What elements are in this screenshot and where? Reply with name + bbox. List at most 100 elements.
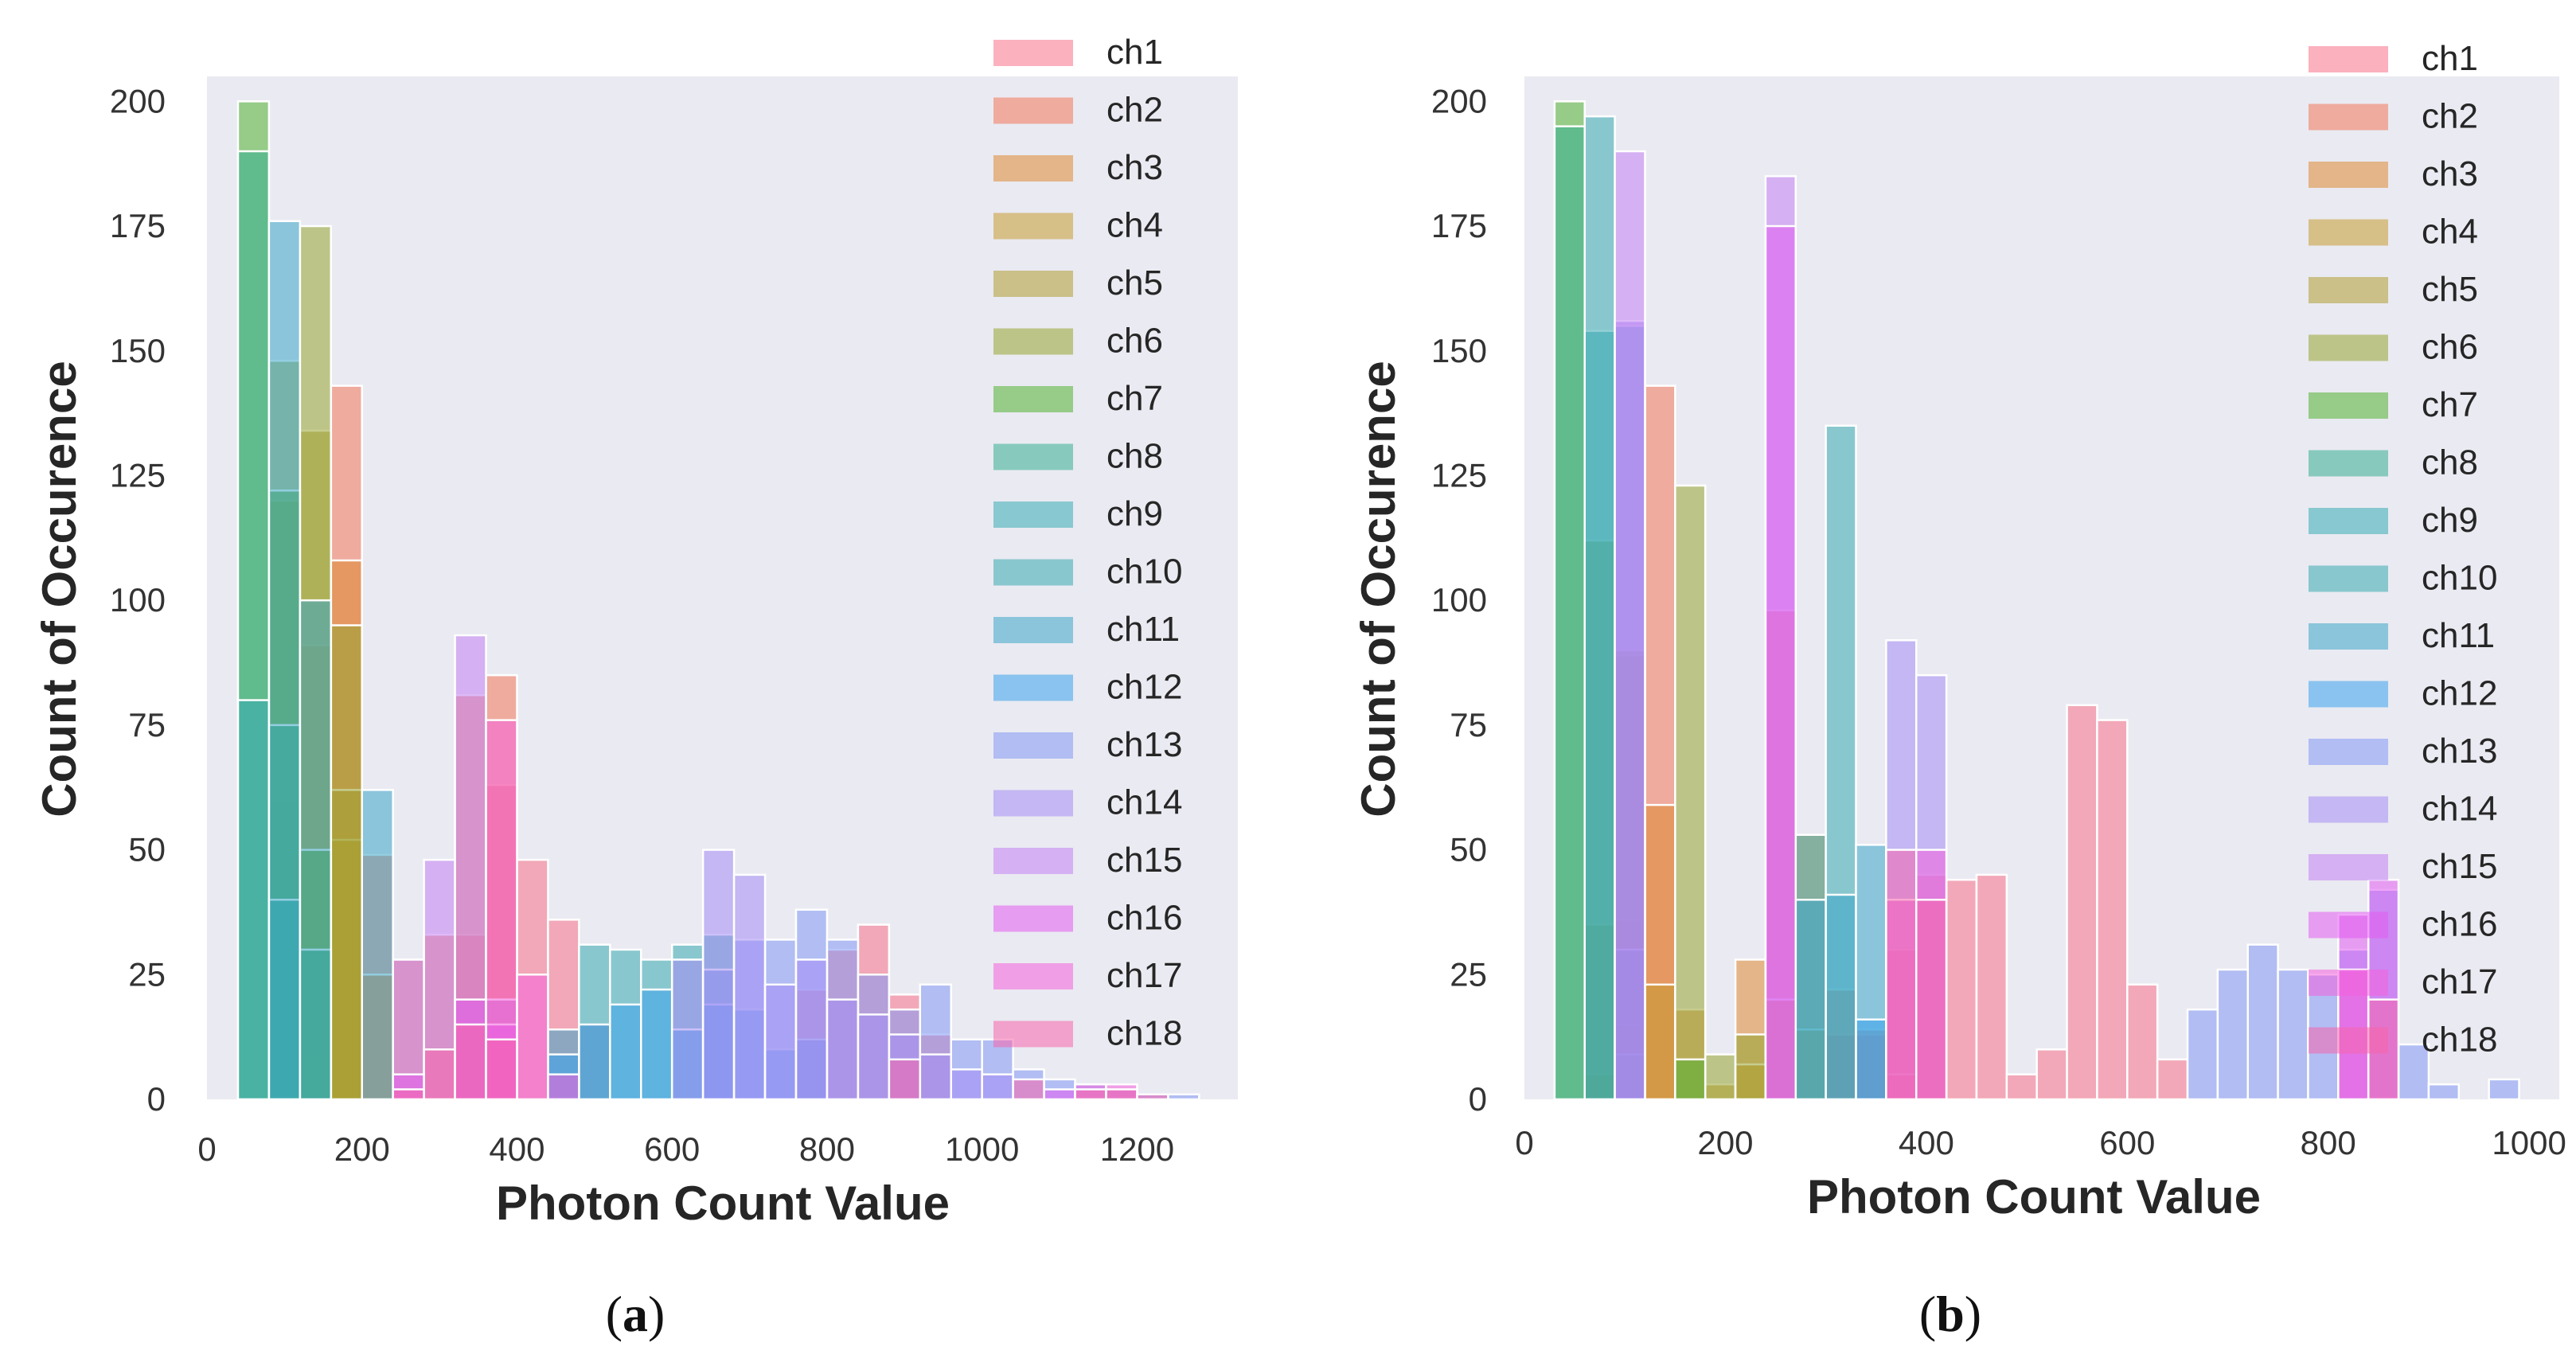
legend-label-ch1: ch1 <box>2422 39 2478 78</box>
legend-label-ch3: ch3 <box>2422 154 2478 193</box>
y-ticks-b: 0 25 50 75 100 125 150 175 200 <box>1431 82 1487 1118</box>
legend-swatch-ch1 <box>993 40 1073 66</box>
legend-swatch-ch6 <box>2309 334 2388 361</box>
legend-swatch-ch5 <box>2309 277 2388 303</box>
y-tick-label: 50 <box>128 831 166 868</box>
legend-swatch-ch2 <box>2309 103 2388 131</box>
y-tick-label: 125 <box>110 456 166 494</box>
y-tick-label: 200 <box>1431 82 1487 119</box>
legend-label-ch4: ch4 <box>2422 213 2478 252</box>
bar-ch18 <box>1074 1088 1107 1101</box>
legend-swatch-ch18 <box>993 1021 1073 1048</box>
legend-swatch-ch16 <box>993 905 1073 932</box>
legend-label-ch10: ch10 <box>1107 552 1182 591</box>
bar-ch18 <box>1105 1088 1138 1101</box>
bar-ch6 <box>1704 1053 1737 1101</box>
caption-a: (a) <box>606 1286 665 1342</box>
bar-ch7 <box>1674 1058 1707 1101</box>
x-tick-label: 200 <box>334 1130 390 1168</box>
y-ticks-a: 0 25 50 75 100 125 150 175 200 <box>110 82 166 1118</box>
bar-ch8 <box>1553 125 1586 1101</box>
legend-swatch-ch13 <box>993 732 1073 759</box>
bar-ch1 <box>1975 873 2008 1101</box>
legend-swatch-ch15 <box>993 848 1073 874</box>
legend-label-ch11: ch11 <box>1107 610 1180 649</box>
bar-ch14 <box>950 1068 983 1101</box>
legend-swatch-ch14 <box>993 790 1073 817</box>
legend-swatch-ch12 <box>2309 681 2388 708</box>
legend-swatch-ch3 <box>2309 162 2388 188</box>
y-tick-label: 125 <box>1431 456 1487 494</box>
legend-label-ch15: ch15 <box>2422 847 2497 886</box>
legend-swatch-ch10 <box>2309 565 2388 592</box>
bar-ch1 <box>2156 1058 2189 1101</box>
y-tick-label: 0 <box>147 1080 166 1118</box>
legend-label-ch7: ch7 <box>2422 385 2478 424</box>
legend-label-ch14: ch14 <box>2422 790 2497 829</box>
x-tick-label: 600 <box>644 1130 700 1168</box>
bar-ch11 <box>1825 893 1857 1101</box>
x-tick-label: 0 <box>1515 1124 1533 1161</box>
legend-label-ch12: ch12 <box>2422 674 2497 713</box>
legend-swatch-ch7 <box>993 386 1073 412</box>
bar-ch14 <box>701 849 736 1101</box>
x-ticks-b: 0 200 400 600 800 1000 <box>1515 1124 2566 1161</box>
bar-ch18 <box>1136 1093 1169 1101</box>
bar-ch13 <box>2246 943 2279 1101</box>
bar-ch18 <box>485 1038 518 1101</box>
x-ticks-a: 0 200 400 600 800 1000 1200 <box>197 1130 1174 1168</box>
legend-label-ch8: ch8 <box>1107 437 1163 476</box>
legend-swatch-ch14 <box>2309 796 2388 823</box>
x-tick-label: 1000 <box>945 1130 1019 1168</box>
legend-label-ch11: ch11 <box>2422 616 2495 655</box>
y-tick-label: 25 <box>1450 955 1487 993</box>
legend-label-ch7: ch7 <box>1107 379 1163 418</box>
bar-ch13 <box>2427 1083 2461 1101</box>
legend-label-ch12: ch12 <box>1107 668 1182 707</box>
legend-swatch-ch4 <box>2309 219 2388 246</box>
legend-swatch-ch16 <box>2309 911 2388 939</box>
bar-ch1 <box>2126 983 2159 1101</box>
legend-swatch-ch8 <box>2309 450 2388 477</box>
legend-swatch-ch15 <box>2309 854 2388 880</box>
legend-label-ch2: ch2 <box>2422 97 2478 136</box>
legend-label-ch8: ch8 <box>2422 443 2478 482</box>
x-tick-label: 600 <box>2099 1124 2155 1161</box>
bar-ch6 <box>1734 1033 1767 1101</box>
legend-label-ch9: ch9 <box>1107 494 1163 533</box>
legend-label-ch5: ch5 <box>2422 270 2478 309</box>
legend-label-ch2: ch2 <box>1107 91 1163 130</box>
bar-ch11 <box>299 599 333 1101</box>
legend-label-ch16: ch16 <box>2422 905 2497 944</box>
legend-swatch-ch8 <box>993 443 1073 470</box>
bar-ch13 <box>2216 968 2249 1101</box>
bar-ch1 <box>2096 719 2129 1101</box>
bar-ch13 <box>2488 1078 2520 1101</box>
legend-swatch-ch9 <box>993 502 1073 528</box>
caption-b: (b) <box>1919 1286 1981 1342</box>
legend-label-ch14: ch14 <box>1107 783 1182 822</box>
legend-label-ch1: ch1 <box>1107 33 1163 72</box>
bars-b <box>1553 100 2520 1101</box>
bar-ch12 <box>609 1003 642 1101</box>
x-tick-label: 1000 <box>2492 1124 2566 1161</box>
y-tick-label: 75 <box>128 706 166 743</box>
panel-b: 0 25 50 75 100 125 150 175 200 0 200 400 600 800 1000… <box>1352 39 2566 1342</box>
bar-ch12 <box>578 1023 611 1101</box>
legend-label-ch13: ch13 <box>2422 732 2497 771</box>
bar-ch14 <box>794 958 829 1101</box>
bar-ch11 <box>361 789 394 1101</box>
bar-ch13 <box>2277 968 2309 1101</box>
y-tick-label: 175 <box>110 207 166 244</box>
bar-ch14 <box>919 1053 952 1101</box>
bar-ch17 <box>516 974 549 1101</box>
bar-ch14 <box>763 983 798 1101</box>
legend-label-ch16: ch16 <box>1107 899 1182 938</box>
legend-swatch-ch18 <box>2309 1027 2388 1054</box>
legend-swatch-ch11 <box>993 617 1073 643</box>
panel-a: 0 25 50 75 100 125 150 175 200 0 200 400 600 800 1000… <box>33 33 1238 1342</box>
legend-label-ch18: ch18 <box>1107 1014 1182 1053</box>
legend-swatch-ch6 <box>993 328 1073 355</box>
bar-ch1 <box>2066 704 2098 1101</box>
